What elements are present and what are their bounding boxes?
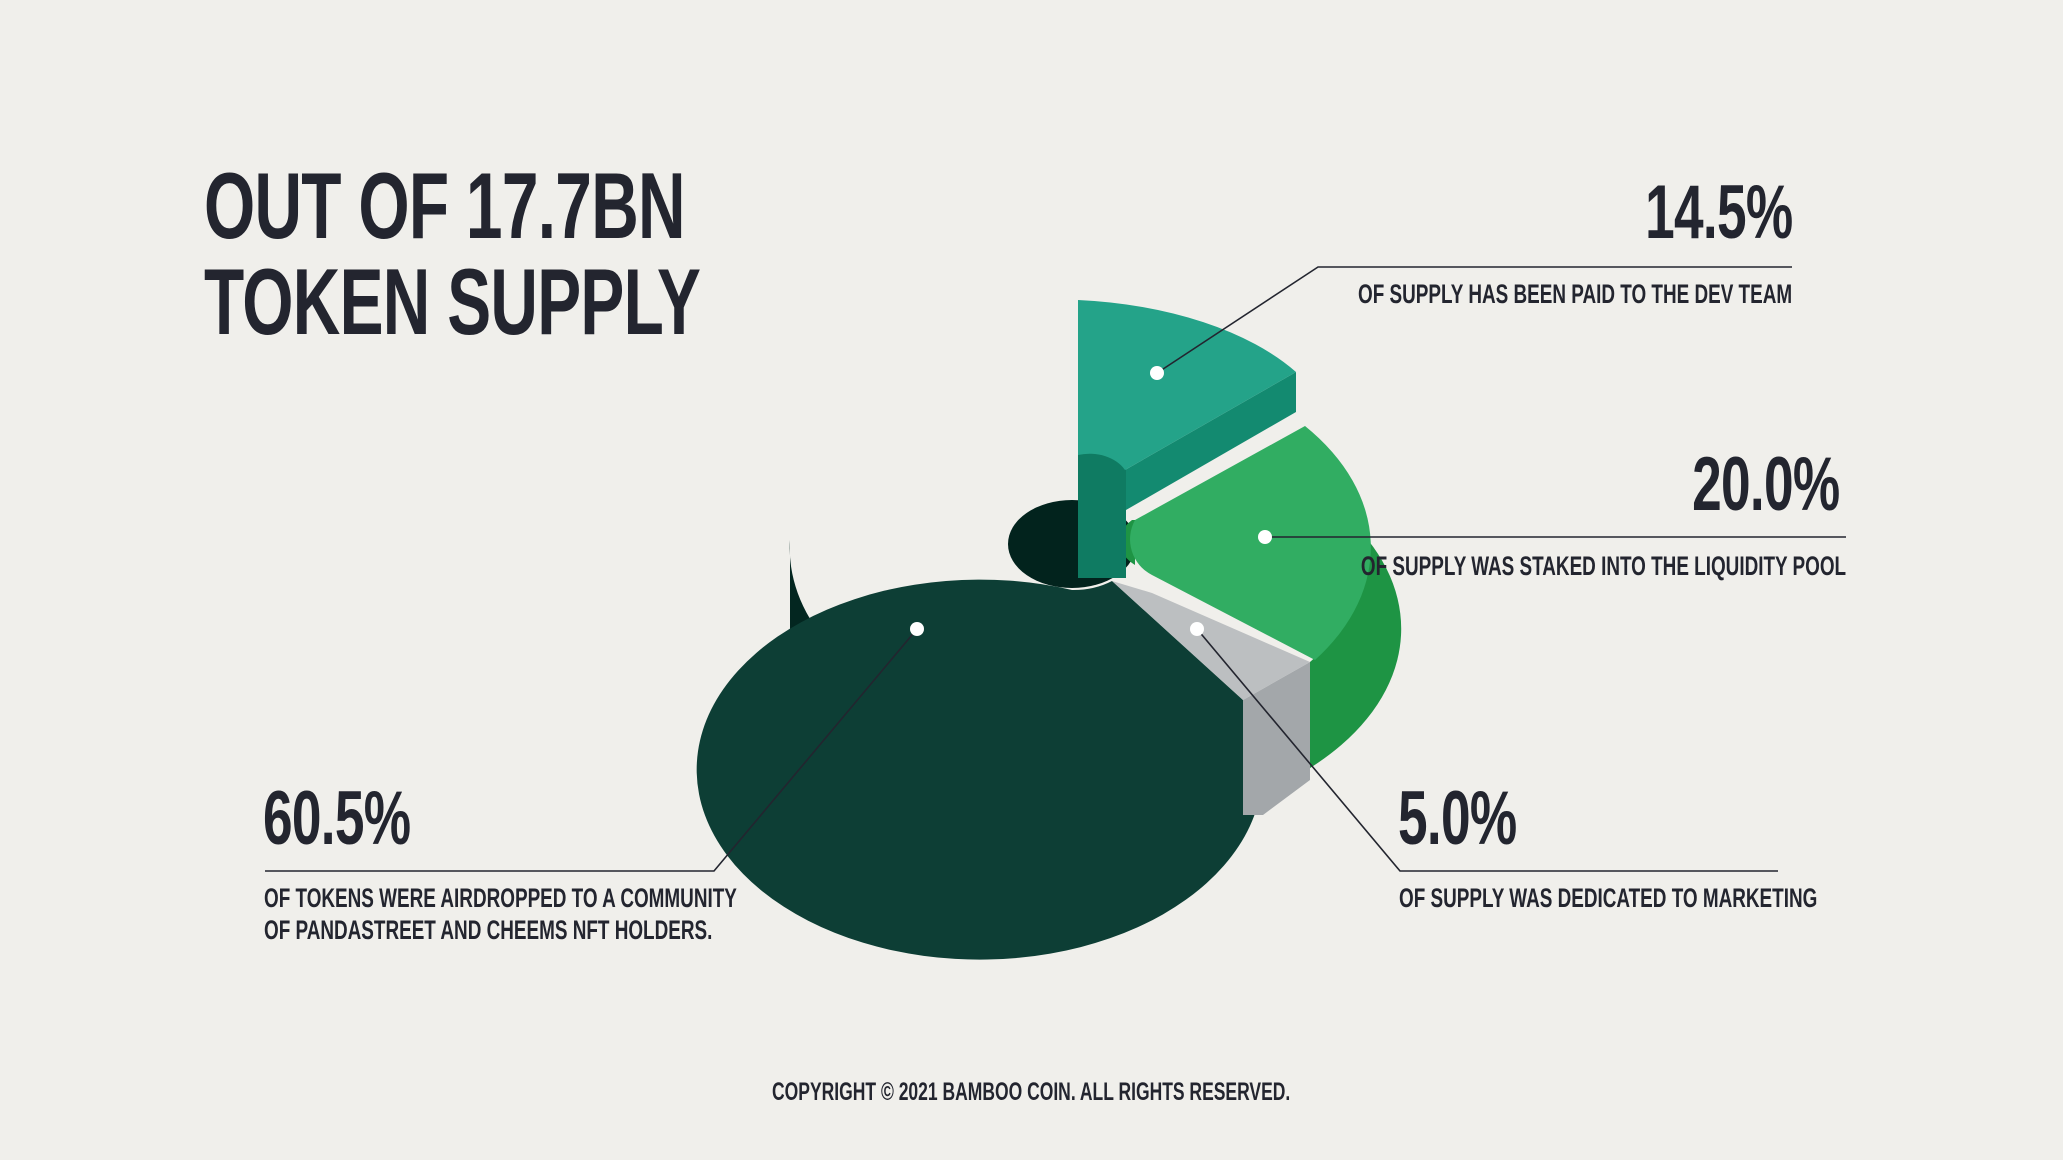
marker-dot-60-5 <box>910 622 924 636</box>
description-20-0: OF SUPPLY WAS STAKED INTO THE LIQUIDITY … <box>1360 551 1846 581</box>
marker-dot-14-5 <box>1150 366 1164 380</box>
data-label-20-0: 20.0% <box>1691 442 1840 527</box>
slice-14-5-side <box>1078 372 1296 578</box>
copyright-notice: COPYRIGHT © 2021 BAMBOO COIN. ALL RIGHTS… <box>772 1078 1291 1106</box>
slice-20-0-side <box>1310 540 1402 768</box>
leader-line-5-0 <box>1196 628 1778 872</box>
slice-20-0-top <box>1130 426 1371 660</box>
slice-5-0-top <box>1112 581 1310 700</box>
chart-title: OUT OF 17.7BN TOKEN SUPPLY <box>204 158 913 350</box>
marker-dot-5-0 <box>1190 622 1204 636</box>
data-label-5-0: 5.0% <box>1398 776 1517 861</box>
data-label-14-5: 14.5% <box>1644 170 1793 255</box>
description-14-5: OF SUPPLY HAS BEEN PAID TO THE DEV TEAM <box>1357 279 1792 309</box>
title-line-1: OUT OF 17.7BN <box>204 153 686 258</box>
leader-line-14-5 <box>1156 266 1792 374</box>
slice-5-0-side <box>1243 662 1310 815</box>
marker-dot-20-0 <box>1258 530 1272 544</box>
title-line-2: TOKEN SUPPLY <box>204 249 701 354</box>
data-label-60-5: 60.5% <box>263 776 411 861</box>
slice-14-5-top <box>1078 300 1296 470</box>
slice-14-5-inner <box>1078 453 1126 578</box>
slice-60-5-top <box>696 350 1263 960</box>
description-60-5: OF TOKENS WERE AIRDROPPED TO A COMMUNITY… <box>264 883 737 945</box>
leader-line-60-5 <box>265 628 918 872</box>
description-5-0: OF SUPPLY WAS DEDICATED TO MARKETING <box>1399 883 1818 913</box>
